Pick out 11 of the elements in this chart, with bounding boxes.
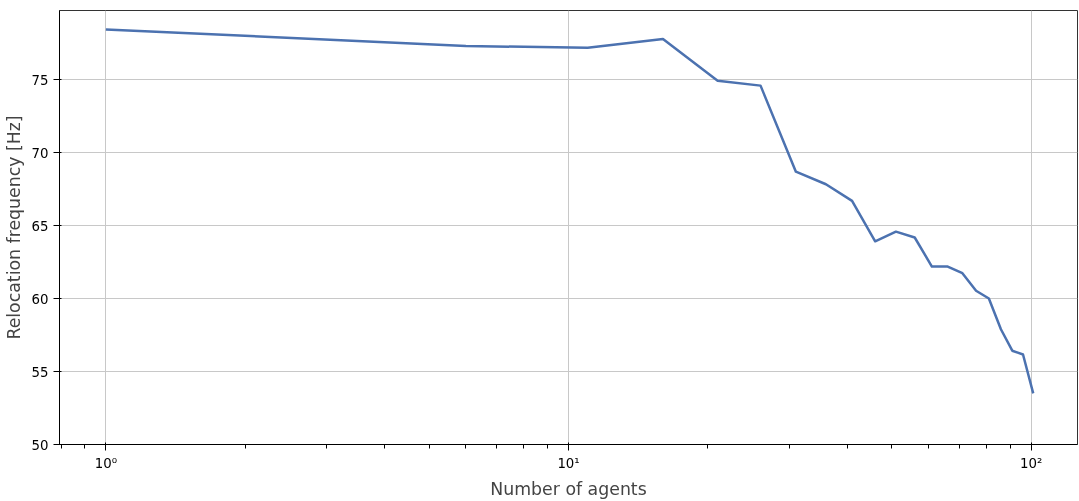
x-axis-title: Number of agents xyxy=(490,478,647,499)
y-tick-label: 55 xyxy=(31,364,49,380)
x-tick-label: 10² xyxy=(1020,455,1043,471)
x-tick-label: 10¹ xyxy=(557,455,580,471)
y-axis-title: Relocation frequency [Hz] xyxy=(3,115,24,340)
y-tick-label: 70 xyxy=(31,145,49,161)
y-tick-label: 60 xyxy=(31,291,49,307)
y-tick-label: 65 xyxy=(31,218,49,234)
y-tick-label: 50 xyxy=(31,437,49,453)
x-tick-label: 10⁰ xyxy=(94,455,118,471)
y-tick-label: 75 xyxy=(31,72,49,88)
